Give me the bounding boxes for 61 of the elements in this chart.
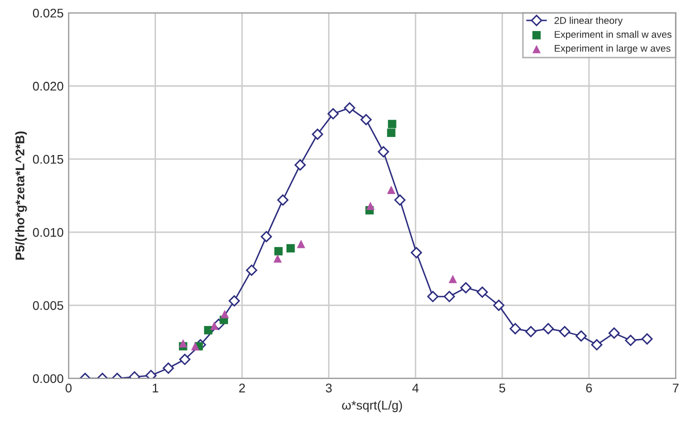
point — [273, 254, 282, 263]
x-tick-label: 5 — [499, 384, 506, 392]
y-tick-label: 0.010 — [32, 228, 64, 237]
point — [427, 290, 438, 302]
point — [294, 159, 306, 171]
point — [525, 326, 536, 338]
point — [387, 128, 396, 137]
point — [344, 102, 356, 114]
point — [387, 186, 396, 194]
point — [510, 323, 521, 334]
point — [277, 194, 288, 206]
point — [559, 326, 570, 338]
point — [460, 282, 472, 294]
point — [360, 114, 372, 126]
point — [366, 202, 375, 210]
point — [641, 333, 653, 345]
point — [328, 108, 339, 120]
point — [312, 128, 324, 140]
y-tick-label: 0.000 — [32, 374, 64, 384]
point — [260, 230, 272, 242]
point — [378, 146, 390, 158]
point — [204, 326, 212, 334]
legend-label: 2D linear theory — [554, 16, 623, 26]
point — [394, 194, 406, 206]
x-tick-label: 7 — [672, 384, 679, 392]
x-tick-label: 1 — [152, 384, 158, 392]
x-axis-title: ω*sqrt(L/g) — [342, 400, 402, 412]
point — [388, 120, 396, 128]
x-tick-label: 3 — [326, 384, 332, 392]
point — [410, 247, 422, 258]
point — [220, 310, 229, 318]
point — [608, 327, 620, 339]
point — [296, 240, 306, 248]
y-axis-title: P5/(rho*g*zeta*L^2*B) — [15, 131, 27, 260]
point — [286, 244, 295, 252]
point — [246, 264, 258, 276]
point — [444, 290, 455, 302]
point — [145, 370, 157, 378]
point — [625, 334, 636, 346]
x-tick-label: 4 — [412, 384, 419, 392]
point — [191, 342, 200, 350]
y-tick-label: 0.025 — [32, 8, 64, 18]
point — [448, 274, 457, 284]
point — [476, 286, 488, 298]
x-tick-label: 2 — [239, 384, 245, 392]
point — [178, 339, 188, 348]
point — [179, 354, 190, 365]
point — [576, 330, 587, 342]
x-tick-label: 0 — [66, 384, 72, 392]
point — [542, 323, 554, 334]
point — [591, 339, 602, 350]
point — [162, 362, 174, 374]
point — [274, 247, 283, 256]
y-tick-label: 0.015 — [32, 154, 64, 164]
x-tick-label: 6 — [586, 384, 592, 392]
y-tick-label: 0.005 — [32, 301, 64, 310]
legend-label: Experiment in large w aves — [554, 44, 670, 54]
point — [228, 295, 240, 307]
point — [493, 300, 504, 311]
legend-label: Experiment in small w aves — [554, 30, 672, 40]
y-tick-label: 0.020 — [32, 82, 64, 91]
